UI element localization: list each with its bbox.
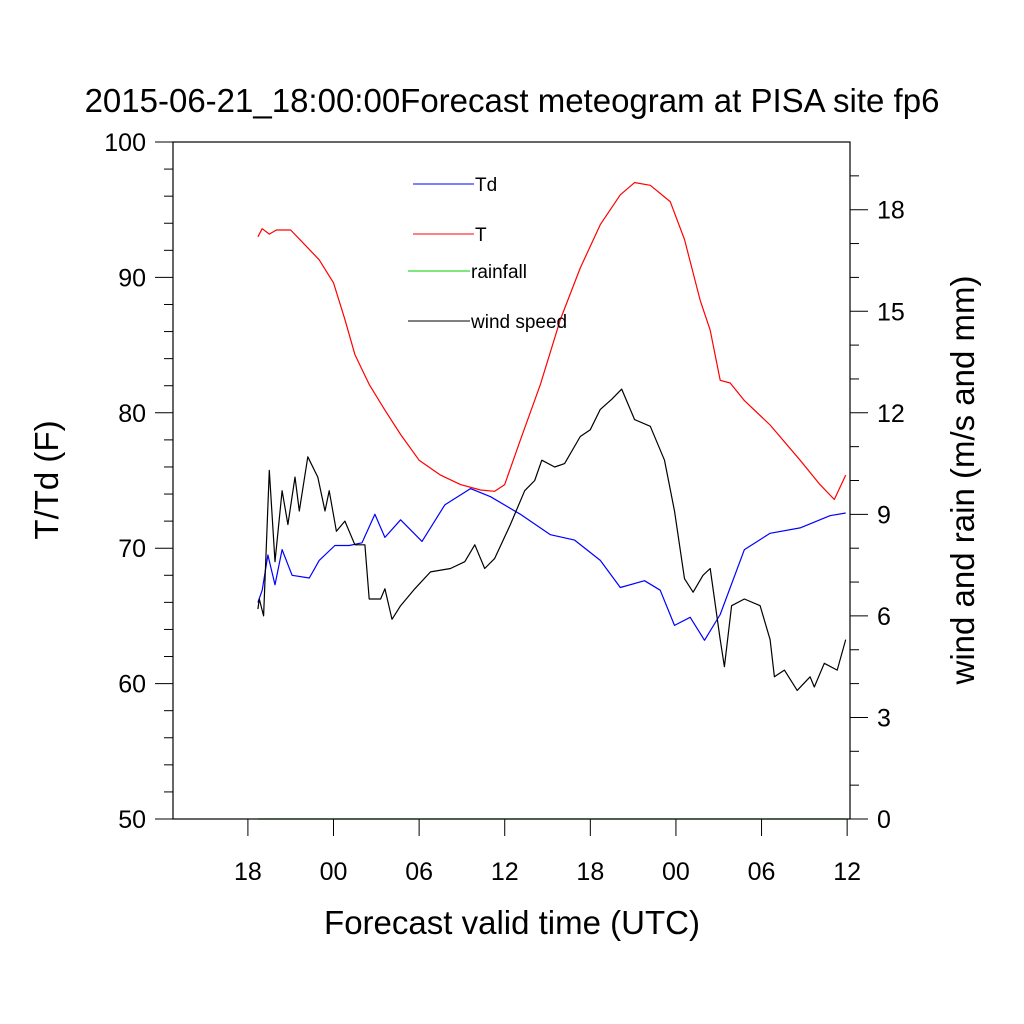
x-tick-label: 12 — [833, 858, 861, 886]
y-tick-label: 100 — [104, 129, 146, 157]
y2-axis-label: wind and rain (m/s and mm) — [944, 276, 981, 686]
x-tick-label: 12 — [491, 858, 519, 886]
x-tick-label: 18 — [576, 858, 604, 886]
legend-label: Td — [475, 175, 497, 196]
legend-label: T — [475, 225, 487, 246]
x-tick-label: 00 — [662, 858, 690, 886]
y-tick-label: 70 — [118, 535, 146, 563]
y2-tick-label: 0 — [877, 806, 891, 834]
series-line-t — [257, 182, 847, 501]
chart-title: 2015-06-21_18:00:00Forecast meteogram at… — [85, 82, 940, 119]
plot-frame — [172, 141, 851, 820]
y-tick-label: 80 — [118, 400, 146, 428]
y2-tick-label: 18 — [877, 197, 905, 225]
y2-tick-label: 3 — [877, 704, 891, 732]
x-axis-label: Forecast valid time (UTC) — [324, 904, 700, 941]
y-axis-label: T/Td (F) — [28, 420, 65, 539]
series-line-td — [257, 488, 846, 641]
y-tick-label: 60 — [118, 671, 146, 699]
series-line-wind-speed — [257, 388, 847, 692]
y2-tick-label: 9 — [877, 501, 891, 529]
axis-ticks: 50 60 70 80 90 100 0 3 6 9 12 15 18 18 00 06 12 18 00 06 12 — [104, 129, 905, 886]
legend-label: wind speed — [470, 312, 567, 333]
y2-tick-label: 12 — [877, 400, 905, 428]
y-tick-label: 90 — [118, 264, 146, 292]
y2-tick-label: 6 — [877, 603, 891, 631]
series-layer — [257, 182, 847, 820]
x-tick-label: 06 — [748, 858, 776, 886]
y-tick-label: 50 — [118, 806, 146, 834]
legend-label: rainfall — [471, 262, 527, 283]
x-tick-label: 06 — [405, 858, 433, 886]
x-tick-label: 18 — [234, 858, 262, 886]
x-tick-label: 00 — [320, 858, 348, 886]
y2-tick-label: 15 — [877, 298, 905, 326]
